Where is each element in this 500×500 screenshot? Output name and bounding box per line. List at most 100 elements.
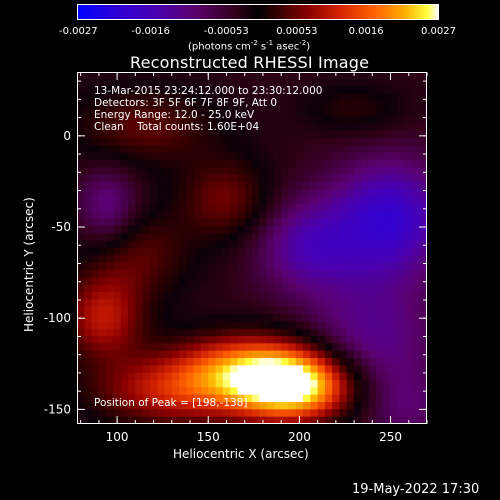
heatmap-cell [179,167,187,176]
heatmap-cell [200,372,209,381]
heatmap-cell [332,314,341,322]
heatmap-cell [303,306,311,315]
heatmap-cell [281,277,290,286]
heatmap-cell [375,299,384,308]
heatmap-cell [193,101,202,110]
heatmap-cell [354,167,362,176]
heatmap-cell [361,182,370,190]
heatmap-cell [390,116,399,124]
heatmap-cell [193,196,202,205]
heatmap-cell [375,189,384,198]
heatmap-cell [164,94,173,102]
heatmap-cell [390,358,399,366]
heatmap-cell [106,145,115,154]
heatmap-cell [317,372,326,381]
heatmap-cell [303,145,311,154]
heatmap-cell [361,138,370,146]
heatmap-cell [419,79,427,88]
heatmap-cell [120,86,129,95]
heatmap-cell [259,182,268,190]
heatmap-cell [77,211,85,220]
heatmap-cell [208,262,217,271]
heatmap-cell [266,116,275,124]
heatmap-cell [259,343,268,352]
heatmap-cell [222,306,231,315]
heatmap-cell [252,211,260,220]
heatmap-cell [186,402,195,410]
x-tick-label: 200 [288,430,311,444]
heatmap-cell [412,262,421,271]
heatmap-cell [259,380,268,388]
heatmap-cell [171,130,180,139]
heatmap-cell [200,394,209,403]
heatmap-cell [324,343,333,352]
heatmap-cell [273,72,282,80]
heatmap-cell [303,365,311,374]
heatmap-cell [193,108,202,117]
heatmap-cell [230,284,239,293]
heatmap-cell [419,416,427,424]
heatmap-cell [142,343,151,352]
heatmap-cell [208,248,217,256]
heatmap-cell [164,358,173,366]
heatmap-cell [135,138,144,146]
heatmap-cell [339,101,348,110]
heatmap-cell [98,72,107,80]
heatmap-cell [98,277,107,286]
heatmap-cell [383,270,392,278]
heatmap-cell [332,152,341,161]
heatmap-cell [339,160,348,168]
heatmap-cell [288,270,297,278]
heatmap-cell [237,79,246,88]
heatmap-cell [128,284,136,293]
heatmap-cell [390,240,399,249]
heatmap-cell [303,321,311,330]
heatmap-cell [186,394,195,403]
heatmap-cell [84,196,93,205]
heatmap-cell [215,138,224,146]
heatmap-cell [405,284,414,293]
heatmap-cell [208,108,217,117]
heatmap-cell [77,299,85,308]
heatmap-cell [317,182,326,190]
heatmap-cell [375,416,384,424]
heatmap-cell [171,116,180,124]
heatmap-cell [157,72,166,80]
heatmap-cell [149,321,158,330]
heatmap-cell [259,277,268,286]
heatmap-cell [295,145,304,154]
heatmap-cell [361,248,370,256]
heatmap-cell [288,116,297,124]
heatmap-cell [390,94,399,102]
heatmap-cell [106,174,115,183]
heatmap-cell [171,101,180,110]
heatmap-cell [252,387,260,396]
heatmap-cell [113,116,122,124]
heatmap-cell [120,248,129,256]
heatmap-cell [200,321,209,330]
heatmap-cell [149,372,158,381]
heatmap-cell [405,182,414,190]
heatmap-cell [244,123,253,132]
heatmap-cell [171,380,180,388]
heatmap-cell [252,233,260,242]
heatmap-cell [397,255,406,264]
heatmap-cell [186,314,195,322]
heatmap-cell [98,196,107,205]
heatmap-cell [412,248,421,256]
heatmap-cell [339,343,348,352]
heatmap-cell [390,343,399,352]
heatmap-cell [273,204,282,212]
heatmap-cell [266,233,275,242]
heatmap-cell [339,108,348,117]
heatmap-cell [324,160,333,168]
heatmap-cell [77,189,85,198]
heatmap-cell [106,218,115,227]
heatmap-cell [149,145,158,154]
heatmap-cell [149,409,158,418]
heatmap-cell [412,79,421,88]
heatmap-cell [91,387,100,396]
heatmap-cell [361,226,370,234]
heatmap-cell [84,189,93,198]
heatmap-cell [91,402,100,410]
